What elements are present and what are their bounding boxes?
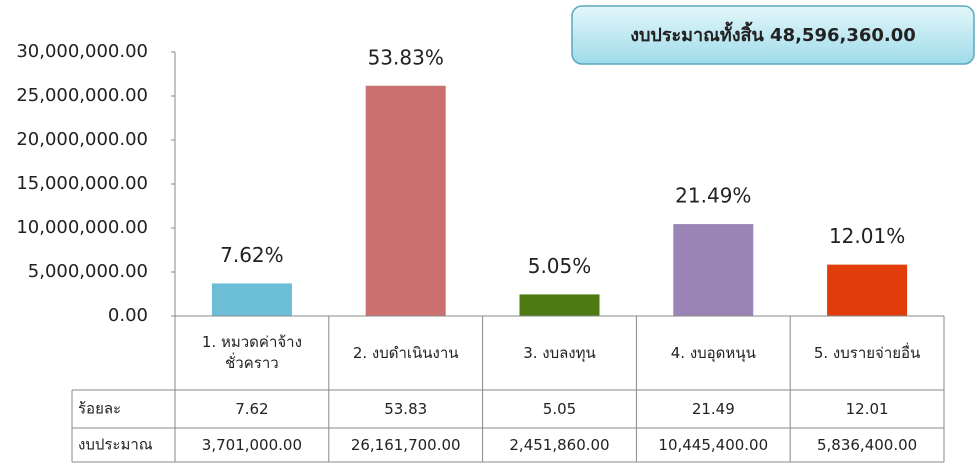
y-tick-label: 30,000,000.00 (16, 41, 148, 62)
bar (519, 294, 600, 316)
data-label: 21.49% (675, 184, 751, 208)
y-tick-label: 10,000,000.00 (16, 217, 148, 238)
total-label: งบประมาณทั้งสิ้น 48,596,360.00 (630, 21, 916, 46)
data-label: 5.05% (528, 254, 592, 278)
percentage-cell: 53.83 (384, 399, 428, 418)
percentage-cell-box: 5.05 (542, 399, 577, 418)
budget-cell: 5,836,400.00 (816, 435, 918, 454)
y-tick-label: 25,000,000.00 (16, 85, 148, 106)
category-label: 4. งบอุดหนุน (670, 343, 756, 362)
row-label: งบประมาณ (78, 436, 153, 454)
budget-cell: 10,445,400.00 (658, 435, 769, 454)
category-label: 2. งบดำเนินงาน (352, 343, 459, 362)
category-label-box: 5. งบรายจ่ายอื่น (813, 343, 921, 362)
category-label: 5. งบรายจ่ายอื่น (813, 343, 921, 362)
category-label-box: 3. งบลงทุน (523, 343, 596, 362)
bar (211, 283, 292, 316)
category-label: 3. งบลงทุน (523, 343, 596, 362)
category-label-box: 1. หมวดค่าจ้าง ชั่วคราว (201, 333, 302, 372)
percentage-cell: 21.49 (691, 399, 735, 418)
percentage-cell-box: 53.83 (384, 399, 428, 418)
budget-cell-box: 3,701,000.00 (201, 435, 302, 454)
y-tick-label: 5,000,000.00 (28, 261, 148, 282)
percentage-cell: 7.62 (235, 399, 269, 418)
data-label: 53.83% (368, 45, 444, 69)
category-label-box: 4. งบอุดหนุน (670, 343, 756, 362)
bar (827, 264, 908, 316)
bar (673, 224, 754, 316)
percentage-cell-box: 21.49 (691, 399, 735, 418)
budget-cell-box: 10,445,400.00 (658, 435, 769, 454)
category-label: 1. หมวดค่าจ้าง ชั่วคราว (201, 333, 302, 372)
percentage-cell-box: 12.01 (845, 399, 889, 418)
budget-cell: 3,701,000.00 (201, 435, 302, 454)
total-box (571, 5, 975, 65)
bar (365, 85, 446, 316)
data-label: 12.01% (829, 224, 905, 248)
y-tick-label: 0.00 (108, 305, 148, 326)
budget-cell-box: 2,451,860.00 (509, 435, 610, 454)
percentage-cell-box: 7.62 (235, 399, 269, 418)
category-label-box: 2. งบดำเนินงาน (352, 343, 459, 362)
percentage-cell: 12.01 (845, 399, 889, 418)
row-label: ร้อยละ (78, 400, 121, 418)
y-tick-label: 20,000,000.00 (16, 129, 148, 150)
percentage-cell: 5.05 (542, 399, 577, 418)
budget-cell: 26,161,700.00 (350, 435, 461, 454)
data-label: 7.62% (220, 243, 284, 267)
budget-cell: 2,451,860.00 (509, 435, 610, 454)
budget-cell-box: 26,161,700.00 (350, 435, 461, 454)
budget-cell-box: 5,836,400.00 (816, 435, 918, 454)
y-tick-label: 15,000,000.00 (16, 173, 148, 194)
